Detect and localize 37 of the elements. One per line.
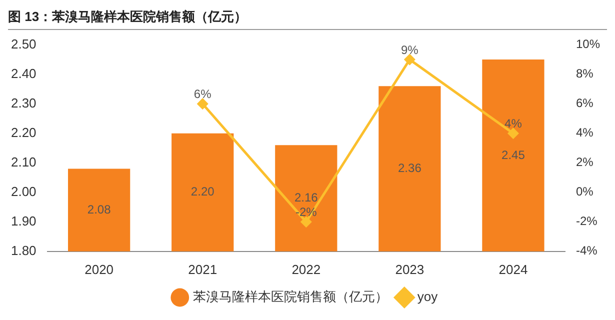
data-label: 2.45 xyxy=(502,148,526,162)
y-tick-label: 2.50 xyxy=(10,36,36,52)
point xyxy=(508,128,518,139)
point xyxy=(404,54,415,65)
y-tick-label: 2.20 xyxy=(10,124,36,140)
x-tick-label: 2021 xyxy=(188,262,218,277)
x-tick-label: 2020 xyxy=(84,262,114,277)
x-tick-label: 2022 xyxy=(292,262,321,277)
y-tick-label: 2.40 xyxy=(10,66,36,81)
y2-tick-label: -4% xyxy=(576,244,598,258)
legend-label: yoy xyxy=(417,289,438,304)
data-label: 9% xyxy=(401,42,419,57)
data-label: 2.36 xyxy=(398,161,422,176)
y2-tick-label: 4% xyxy=(576,126,594,140)
y2-tick-label: -2% xyxy=(576,214,598,228)
y2-tick-label: 0% xyxy=(576,184,594,199)
y2-tick-label: 6% xyxy=(576,96,594,110)
x-tick-label: 2023 xyxy=(395,262,424,277)
y-tick-label: 2.10 xyxy=(10,154,36,170)
data-label: 6% xyxy=(194,87,212,102)
point xyxy=(300,216,312,228)
legend-label: 苯溴马隆样本医院销售额（亿元） xyxy=(192,289,388,304)
data-label: -2% xyxy=(295,205,318,220)
x-tick-label: 2024 xyxy=(498,262,528,277)
y-tick-label: 2.30 xyxy=(10,95,36,110)
data-label: 2.20 xyxy=(190,184,215,199)
data-label: 4% xyxy=(504,116,522,131)
point xyxy=(197,98,208,110)
y2-tick-label: 10% xyxy=(576,37,600,52)
y2-tick-label: 8% xyxy=(576,66,594,81)
chart-title: 图 13：苯溴马隆样本医院销售额（亿元） xyxy=(8,8,607,30)
data-label: 2.08 xyxy=(87,202,112,216)
data-label: 2.16 xyxy=(294,190,318,205)
y-tick-label: 2.00 xyxy=(10,184,36,199)
y-tick-label: 1.90 xyxy=(10,213,36,228)
y-tick-label: 1.80 xyxy=(10,242,36,258)
y2-tick-label: 2% xyxy=(576,155,594,170)
